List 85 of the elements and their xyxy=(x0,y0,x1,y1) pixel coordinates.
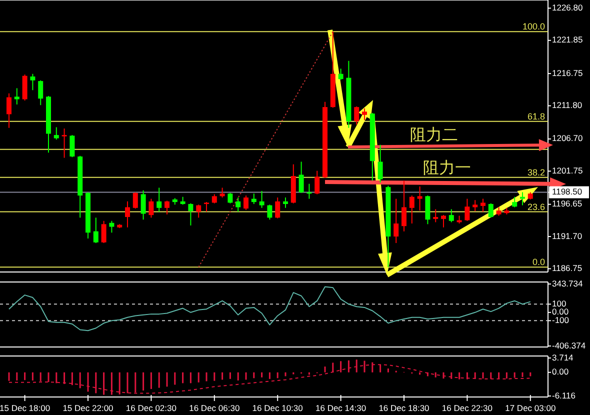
x-tick-label: 16 Dec 10:30 xyxy=(252,403,304,413)
x-tick-label: 17 Dec 03:00 xyxy=(505,403,556,413)
candlestick xyxy=(394,198,399,244)
y-tick-label: 1196.65 xyxy=(552,198,582,209)
y-tick-label: 343.734 xyxy=(552,278,583,288)
x-tick-label: 16 Dec 14:30 xyxy=(316,403,366,413)
y-tick-label: 1206.70 xyxy=(552,133,583,144)
y-tick-label: 1226.80 xyxy=(552,2,583,12)
y-tick-label: 3.714 xyxy=(552,352,574,362)
annotation: 100.0 xyxy=(522,22,545,32)
x-tick-label: 15 Dec 22:00 xyxy=(62,403,114,413)
candlestick xyxy=(38,80,44,106)
candlestick xyxy=(409,195,414,224)
candlestick xyxy=(93,217,98,244)
candlestick xyxy=(267,204,272,220)
candlestick xyxy=(164,200,170,215)
y-tick-label: 0.00 xyxy=(552,366,569,377)
candlestick xyxy=(448,208,454,223)
candlestick xyxy=(70,134,75,158)
candlestick xyxy=(441,214,446,228)
candlestick xyxy=(228,192,233,204)
y-tick-label: 0.00 xyxy=(552,306,569,317)
candlestick xyxy=(488,202,494,218)
candlestick xyxy=(464,198,470,222)
candlestick xyxy=(220,187,225,198)
y-tick-label: 1198.50 xyxy=(552,186,582,197)
line-series xyxy=(8,286,531,332)
candlestick xyxy=(212,194,217,204)
candlestick xyxy=(259,190,264,208)
candlestick xyxy=(251,193,256,204)
annotation: 61.8 xyxy=(527,111,545,122)
y-tick-label: -406.374 xyxy=(552,340,586,350)
annotation: 0.0 xyxy=(532,257,545,268)
x-tick-label: 16 Dec 22:30 xyxy=(442,403,493,413)
annotation: 阻力二 xyxy=(410,126,458,144)
candlestick xyxy=(140,190,146,220)
candlestick xyxy=(6,92,12,128)
candlestick xyxy=(156,187,162,212)
x-tick-label: 16 Dec 06:30 xyxy=(189,403,240,413)
x-tick-label: 15 Dec 18:00 xyxy=(0,403,50,413)
candlestick xyxy=(204,202,209,212)
candlestick xyxy=(314,170,320,195)
candlestick xyxy=(433,208,438,223)
candlestick xyxy=(275,196,280,219)
y-tick-label: 1186.75 xyxy=(552,262,582,273)
candlestick xyxy=(520,192,525,206)
candlestick xyxy=(236,196,241,212)
annotation: 23.6 xyxy=(527,202,545,212)
candlestick xyxy=(362,108,367,121)
candlestick xyxy=(472,200,478,212)
candlestick xyxy=(244,195,248,210)
candlestick xyxy=(354,106,360,126)
y-tick-label: 1216.75 xyxy=(552,68,583,78)
y-tick-label: -100 xyxy=(552,314,570,325)
candlestick xyxy=(54,126,59,140)
candlestick xyxy=(402,180,406,232)
candlestick xyxy=(101,220,106,244)
candlestick xyxy=(425,195,430,225)
x-tick-label: 16 Dec 02:30 xyxy=(126,403,177,413)
candlestick xyxy=(512,196,518,208)
y-tick-label: 100 xyxy=(552,298,566,308)
candlestick xyxy=(132,192,138,210)
x-tick-label: 16 Dec 18:30 xyxy=(378,403,430,413)
candlestick xyxy=(109,220,114,234)
candlestick xyxy=(378,144,383,184)
candlestick xyxy=(338,68,344,80)
candlestick xyxy=(196,204,202,218)
candlestick xyxy=(188,202,194,226)
annotation: 阻力一 xyxy=(423,158,471,177)
annotation: 38.2 xyxy=(527,167,545,178)
y-tick-label: 1211.80 xyxy=(552,100,582,110)
y-tick-label: 1201.75 xyxy=(552,165,583,176)
candlestick xyxy=(298,161,304,194)
candlestick xyxy=(148,198,154,218)
candlestick xyxy=(417,186,422,211)
candlestick xyxy=(480,198,486,212)
candlestick xyxy=(62,128,67,158)
y-tick-label: 1191.70 xyxy=(552,230,582,241)
y-tick-label: 1221.85 xyxy=(552,34,583,45)
candlestick xyxy=(283,196,288,208)
y-tick-label: -6.116 xyxy=(552,390,576,400)
candlestick xyxy=(125,200,130,228)
candlestick xyxy=(30,73,36,91)
candlestick xyxy=(22,74,28,102)
candlestick xyxy=(14,88,20,105)
